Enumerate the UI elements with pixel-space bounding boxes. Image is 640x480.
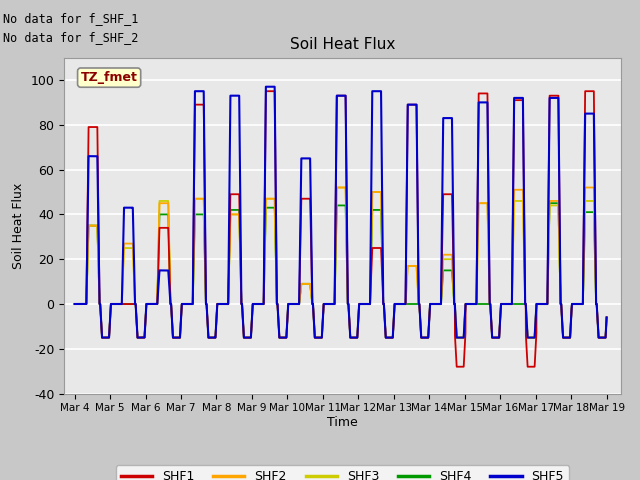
SHF5 <box>602 335 609 340</box>
SHF3 <box>98 335 106 340</box>
Line: SHF3: SHF3 <box>75 188 607 337</box>
SHF5 <box>533 301 541 307</box>
SHF5 <box>410 102 418 108</box>
SHF2 <box>596 335 604 340</box>
SHF3 <box>533 301 541 307</box>
SHF4 <box>596 335 604 340</box>
SHF2 <box>602 335 609 340</box>
SHF3 <box>603 314 611 320</box>
SHF4 <box>602 335 609 340</box>
SHF3 <box>548 203 556 208</box>
SHF3 <box>602 335 609 340</box>
SHF4 <box>533 301 541 307</box>
SHF2 <box>410 263 418 269</box>
SHF4 <box>410 301 418 307</box>
Line: SHF4: SHF4 <box>75 203 607 337</box>
SHF4 <box>310 318 317 324</box>
SHF1 <box>452 364 460 370</box>
SHF2 <box>333 185 340 191</box>
Text: TZ_fmet: TZ_fmet <box>81 71 138 84</box>
SHF4 <box>546 200 554 206</box>
Line: SHF2: SHF2 <box>75 188 607 337</box>
Text: No data for f_SHF_1: No data for f_SHF_1 <box>3 12 139 24</box>
SHF2 <box>603 314 611 320</box>
SHF4 <box>603 314 611 320</box>
SHF3 <box>71 301 79 307</box>
SHF1 <box>596 335 604 340</box>
SHF1 <box>533 301 541 307</box>
Line: SHF5: SHF5 <box>75 87 607 337</box>
SHF2 <box>71 301 79 307</box>
SHF3 <box>410 263 418 269</box>
SHF2 <box>310 318 317 324</box>
SHF5 <box>71 301 79 307</box>
Text: No data for f_SHF_2: No data for f_SHF_2 <box>3 31 139 44</box>
Title: Soil Heat Flux: Soil Heat Flux <box>290 37 395 52</box>
SHF4 <box>98 335 106 340</box>
SHF2 <box>548 198 556 204</box>
SHF5 <box>310 319 317 324</box>
X-axis label: Time: Time <box>327 416 358 429</box>
SHF5 <box>548 95 556 101</box>
SHF4 <box>548 200 556 206</box>
SHF1 <box>548 93 556 98</box>
SHF3 <box>310 318 317 324</box>
SHF5 <box>603 314 611 320</box>
Line: SHF1: SHF1 <box>75 91 607 367</box>
SHF1 <box>602 335 609 340</box>
SHF2 <box>533 301 541 307</box>
Legend: SHF1, SHF2, SHF3, SHF4, SHF5: SHF1, SHF2, SHF3, SHF4, SHF5 <box>116 465 569 480</box>
SHF1 <box>310 318 317 324</box>
SHF4 <box>71 301 79 307</box>
SHF1 <box>71 301 79 307</box>
SHF5 <box>262 84 269 90</box>
SHF2 <box>98 335 106 340</box>
SHF3 <box>596 335 604 340</box>
SHF1 <box>262 88 269 94</box>
SHF5 <box>98 335 106 340</box>
SHF1 <box>410 102 418 108</box>
Y-axis label: Soil Heat Flux: Soil Heat Flux <box>12 182 25 269</box>
SHF1 <box>603 314 611 320</box>
SHF5 <box>596 335 604 340</box>
SHF3 <box>333 185 340 191</box>
